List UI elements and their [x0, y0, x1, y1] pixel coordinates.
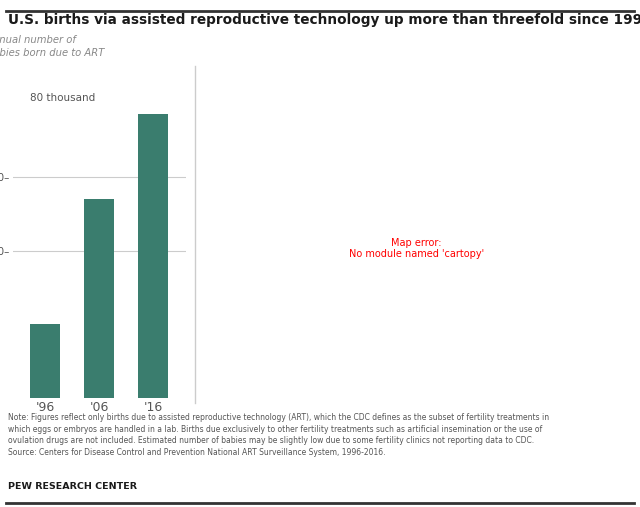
Text: Map error:
No module named 'cartopy': Map error: No module named 'cartopy' [349, 238, 484, 259]
Bar [30, 324, 60, 398]
Text: Note: Figures reflect only births due to assisted reproductive technology (ART),: Note: Figures reflect only births due to… [8, 413, 549, 457]
Text: 80 thousand: 80 thousand [30, 93, 95, 103]
Text: PEW RESEARCH CENTER: PEW RESEARCH CENTER [8, 482, 137, 491]
Bar [84, 199, 114, 398]
Bar [138, 114, 168, 398]
Text: U.S. births via assisted reproductive technology up more than threefold since 19: U.S. births via assisted reproductive te… [8, 13, 640, 27]
Text: Annual number of
babies born due to ART: Annual number of babies born due to ART [0, 34, 104, 58]
